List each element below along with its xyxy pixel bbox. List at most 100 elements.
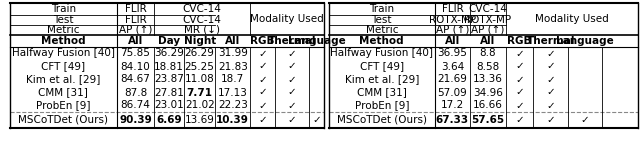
Text: CFT [49]: CFT [49] xyxy=(360,61,404,72)
Text: ProbEn [9]: ProbEn [9] xyxy=(355,101,409,111)
Text: 6.69: 6.69 xyxy=(156,115,182,125)
Text: ✓: ✓ xyxy=(547,61,555,72)
Text: ✓: ✓ xyxy=(258,88,267,97)
Text: 36.29: 36.29 xyxy=(154,49,184,59)
Text: Language: Language xyxy=(288,36,346,46)
Text: Kim et al. [29]: Kim et al. [29] xyxy=(344,74,419,84)
Text: ✓: ✓ xyxy=(258,101,267,111)
Text: Test: Test xyxy=(53,15,74,25)
Text: ✓: ✓ xyxy=(515,115,524,125)
Text: ✓: ✓ xyxy=(258,61,267,72)
Text: Test: Test xyxy=(372,15,392,25)
Text: ✓: ✓ xyxy=(258,49,267,59)
Text: Train: Train xyxy=(369,4,394,14)
Text: 25.25: 25.25 xyxy=(185,61,214,72)
Text: ✓: ✓ xyxy=(258,74,267,84)
Text: 18.7: 18.7 xyxy=(221,74,244,84)
Text: 27.81: 27.81 xyxy=(154,88,184,97)
Text: 22.23: 22.23 xyxy=(218,101,248,111)
Text: ✓: ✓ xyxy=(287,61,296,72)
Text: ✓: ✓ xyxy=(287,74,296,84)
Text: ROTX-MP: ROTX-MP xyxy=(429,15,476,25)
Text: ✓: ✓ xyxy=(258,115,267,125)
Text: Thermal: Thermal xyxy=(268,36,316,46)
Text: 18.81: 18.81 xyxy=(154,61,184,72)
Text: AP (↑): AP (↑) xyxy=(436,25,469,35)
Text: 75.85: 75.85 xyxy=(120,49,150,59)
Text: All: All xyxy=(481,36,495,46)
Text: ✓: ✓ xyxy=(515,101,524,111)
Text: CMM [31]: CMM [31] xyxy=(357,88,407,97)
Text: ✓: ✓ xyxy=(547,115,555,125)
Text: 8.8: 8.8 xyxy=(479,49,496,59)
Text: 16.66: 16.66 xyxy=(473,101,503,111)
Text: 67.33: 67.33 xyxy=(436,115,469,125)
Text: ✓: ✓ xyxy=(287,49,296,59)
Text: 87.8: 87.8 xyxy=(124,88,147,97)
Text: Thermal: Thermal xyxy=(526,36,575,46)
Text: ✓: ✓ xyxy=(547,74,555,84)
Text: RGB: RGB xyxy=(508,36,532,46)
Text: 90.39: 90.39 xyxy=(119,115,152,125)
Text: ✓: ✓ xyxy=(547,49,555,59)
Text: 31.99: 31.99 xyxy=(218,49,248,59)
Text: 23.01: 23.01 xyxy=(154,101,184,111)
Text: Modality Used: Modality Used xyxy=(535,14,609,24)
Text: ✓: ✓ xyxy=(287,115,296,125)
Text: CVC-14: CVC-14 xyxy=(182,4,221,14)
Text: MSCoTDet (Ours): MSCoTDet (Ours) xyxy=(337,115,427,125)
Text: ✓: ✓ xyxy=(515,74,524,84)
Text: Kim et al. [29]: Kim et al. [29] xyxy=(26,74,100,84)
Text: ✓: ✓ xyxy=(287,88,296,97)
Text: 21.02: 21.02 xyxy=(185,101,214,111)
Text: 7.71: 7.71 xyxy=(187,88,212,97)
Text: CVC-14: CVC-14 xyxy=(182,15,221,25)
Text: 13.69: 13.69 xyxy=(185,115,214,125)
Text: ✓: ✓ xyxy=(312,115,321,125)
Text: CFT [49]: CFT [49] xyxy=(42,61,86,72)
Text: ROTX-MP: ROTX-MP xyxy=(465,15,511,25)
Text: Method: Method xyxy=(41,36,86,46)
Text: AP (↑): AP (↑) xyxy=(471,25,504,35)
Text: 10.39: 10.39 xyxy=(216,115,249,125)
Text: 57.65: 57.65 xyxy=(472,115,504,125)
Text: 3.64: 3.64 xyxy=(441,61,464,72)
Text: ✓: ✓ xyxy=(515,88,524,97)
Text: Train: Train xyxy=(51,4,76,14)
Text: Night: Night xyxy=(184,36,216,46)
Text: 26.29: 26.29 xyxy=(185,49,214,59)
Text: 21.69: 21.69 xyxy=(438,74,467,84)
Text: All: All xyxy=(128,36,143,46)
Text: 34.96: 34.96 xyxy=(473,88,503,97)
Text: ✓: ✓ xyxy=(547,88,555,97)
Text: CMM [31]: CMM [31] xyxy=(38,88,88,97)
Text: FLIR: FLIR xyxy=(442,4,463,14)
Text: ✓: ✓ xyxy=(287,101,296,111)
Text: All: All xyxy=(225,36,241,46)
Text: RGB: RGB xyxy=(250,36,275,46)
Text: 84.10: 84.10 xyxy=(120,61,150,72)
Text: Method: Method xyxy=(360,36,404,46)
Text: ✓: ✓ xyxy=(515,61,524,72)
Text: 36.95: 36.95 xyxy=(438,49,467,59)
Text: ProbEn [9]: ProbEn [9] xyxy=(36,101,91,111)
Text: FLIR: FLIR xyxy=(125,4,147,14)
Text: 84.67: 84.67 xyxy=(120,74,150,84)
Text: ✓: ✓ xyxy=(581,115,589,125)
Text: Metric: Metric xyxy=(47,25,79,35)
Text: Halfway Fusion [40]: Halfway Fusion [40] xyxy=(12,49,115,59)
Text: 11.08: 11.08 xyxy=(185,74,214,84)
Text: 17.2: 17.2 xyxy=(441,101,464,111)
Text: FLIR: FLIR xyxy=(125,15,147,25)
Text: 86.74: 86.74 xyxy=(120,101,150,111)
Text: CVC-14: CVC-14 xyxy=(468,4,508,14)
Text: AP (↑): AP (↑) xyxy=(119,25,152,35)
Text: 8.58: 8.58 xyxy=(476,61,500,72)
Text: 23.87: 23.87 xyxy=(154,74,184,84)
Text: Halfway Fusion [40]: Halfway Fusion [40] xyxy=(330,49,433,59)
Text: MSCoTDet (Ours): MSCoTDet (Ours) xyxy=(19,115,108,125)
Text: All: All xyxy=(445,36,460,46)
Text: 13.36: 13.36 xyxy=(473,74,503,84)
Text: Modality Used: Modality Used xyxy=(250,14,324,24)
Text: 21.83: 21.83 xyxy=(218,61,248,72)
